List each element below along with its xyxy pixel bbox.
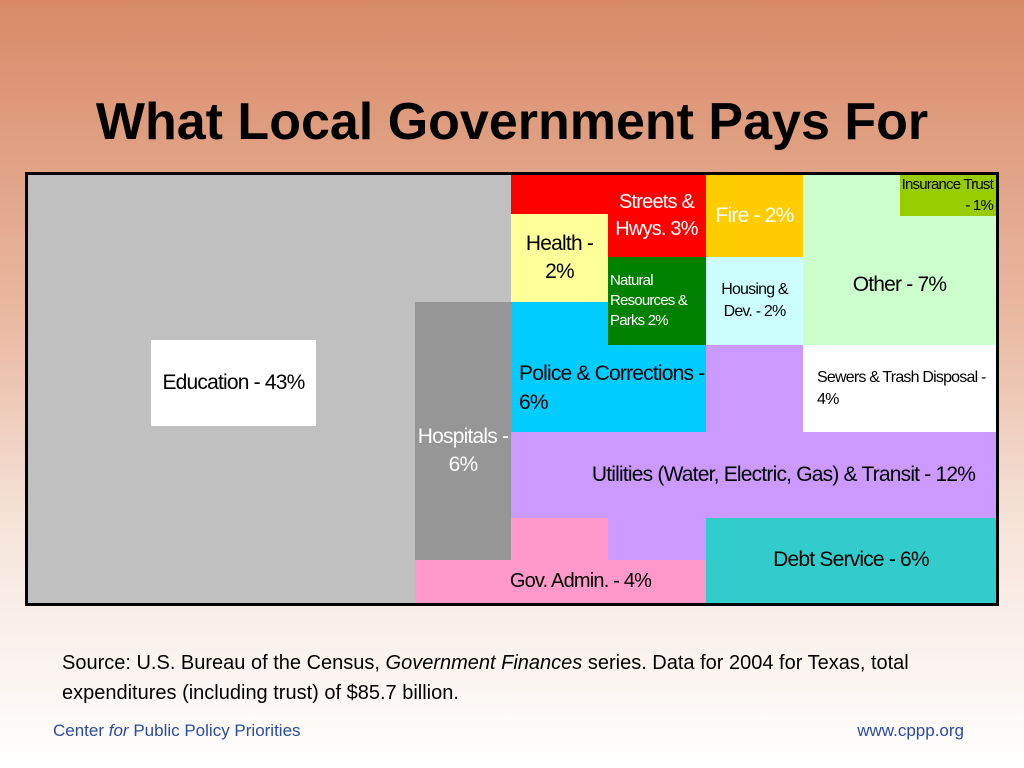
footer-org-before: Center [53, 721, 109, 740]
tile-police-wide: Police & Corrections - 6% [511, 345, 706, 432]
tile-insurance: Insurance Trust - 1% [900, 175, 996, 216]
label-police: Police & Corrections - 6% [519, 362, 705, 414]
tile-debt-service: Debt Service - 6% [706, 518, 996, 603]
label-health: Health - 2% [525, 231, 594, 283]
footer-organization: Center for Public Policy Priorities [53, 721, 301, 741]
tile-fire: Fire - 2% [706, 175, 803, 257]
label-education: Education - 43% [151, 340, 316, 426]
tile-natural-resources: Natural Resources & Parks 2% [608, 257, 706, 345]
label-housing: Housing & Dev. - 2% [721, 281, 788, 320]
label-hospitals: Hospitals - 6% [417, 424, 509, 476]
footer-url[interactable]: www.cppp.org [857, 721, 964, 740]
tile-housing: Housing & Dev. - 2% [706, 257, 803, 345]
tile-utilities: Utilities (Water, Electric, Gas) & Trans… [511, 432, 996, 518]
tile-gov-admin: Gov. Admin. - 4% [415, 560, 706, 603]
label-gov-admin: Gov. Admin. - 4% [509, 570, 652, 592]
footer-org-italic: for [108, 721, 129, 740]
tile-hospitals: Hospitals - 6% [415, 302, 511, 560]
label-utilities: Utilities (Water, Electric, Gas) & Trans… [591, 462, 976, 486]
tile-health: Health - 2% [511, 214, 608, 302]
tile-utilities-lower [608, 518, 706, 560]
label-other: Other - 7% [852, 272, 947, 296]
label-debt-service: Debt Service - 6% [773, 548, 929, 572]
tile-sewers: Sewers & Trash Disposal - 4% [803, 345, 996, 432]
tile-gov-admin-upper [511, 518, 608, 560]
source-suffix: series. Data for 2004 for Texas, total e… [62, 652, 909, 704]
source-prefix: Source: U.S. Bureau of the Census, [62, 652, 386, 674]
tile-utilities-upper [706, 345, 803, 432]
slide-title: What Local Government Pays For [95, 93, 929, 151]
label-insurance: Insurance Trust - 1% [901, 176, 994, 214]
label-fire: Fire - 2% [715, 203, 795, 227]
treemap-chart: Education - 43% Gov. Admin. - 4% Hospita… [25, 172, 999, 606]
source-note: Source: U.S. Bureau of the Census, Gover… [62, 648, 942, 708]
source-publication: Government Finances [385, 652, 583, 674]
label-sewers: Sewers & Trash Disposal - 4% [817, 368, 986, 408]
footer-org-after: Public Policy Priorities [128, 721, 301, 740]
label-streets: Streets & Hwys. 3% [615, 191, 698, 240]
label-natural-resources: Natural Resources & Parks 2% [610, 271, 688, 330]
